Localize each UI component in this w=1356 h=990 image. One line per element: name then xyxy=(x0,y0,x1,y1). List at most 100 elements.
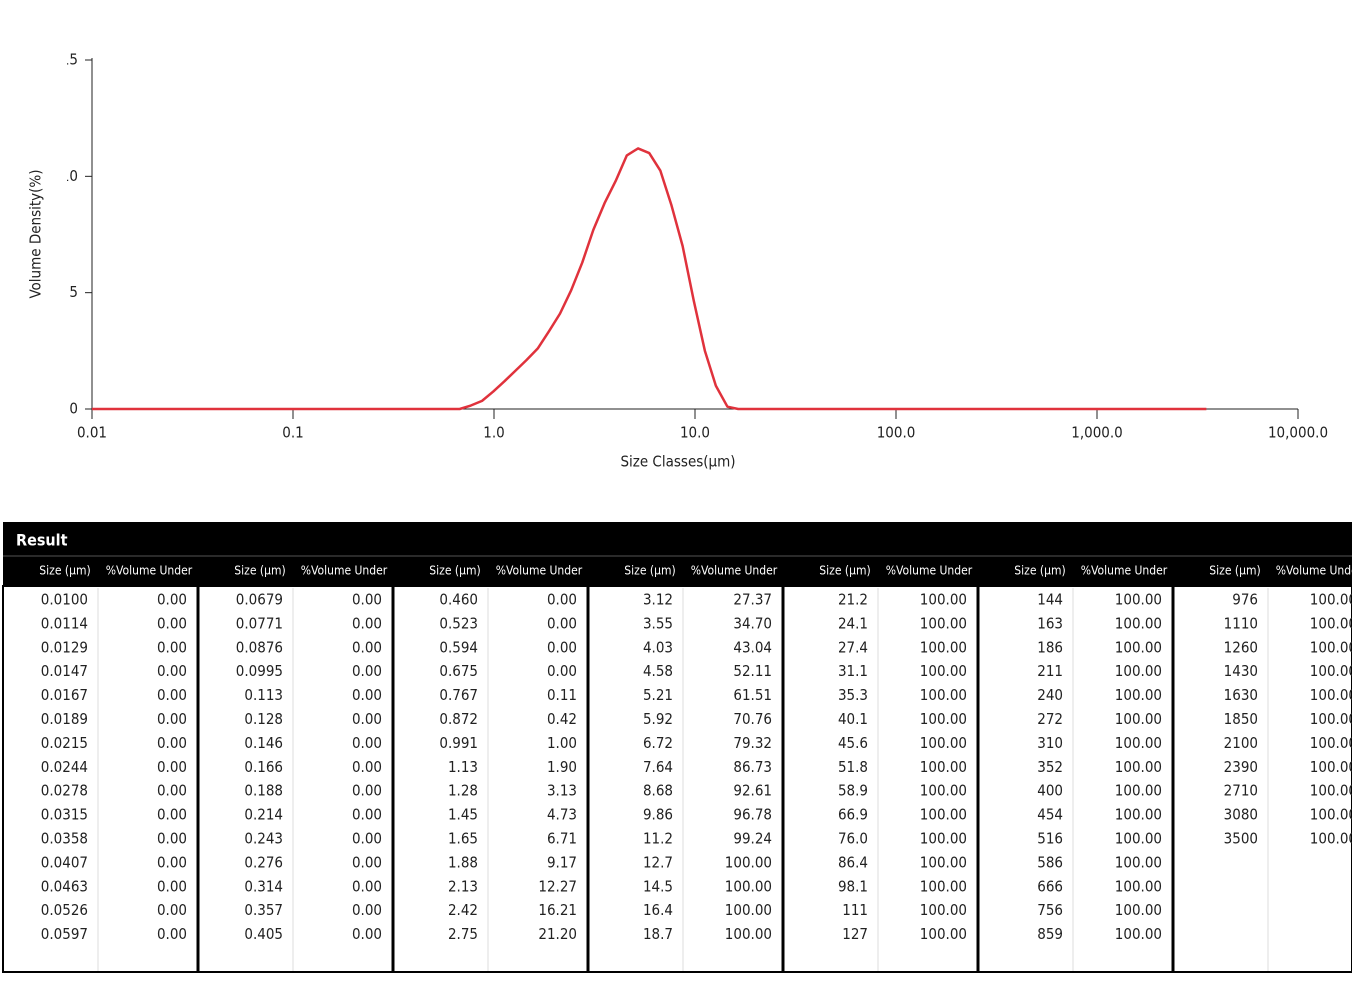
value-cell: 0.00 xyxy=(547,614,577,632)
size-cell: 516 xyxy=(1037,830,1063,848)
value-cell: 100.00 xyxy=(920,758,967,776)
size-cell: 0.991 xyxy=(439,734,478,752)
size-cell: 0.276 xyxy=(244,853,283,871)
value-cell: 100.00 xyxy=(1310,686,1356,704)
size-cell: 3500 xyxy=(1224,830,1258,848)
size-header: Size (μm) xyxy=(234,564,285,578)
size-cell: 310 xyxy=(1037,734,1063,752)
value-cell: 79.32 xyxy=(733,734,772,752)
value-cell: 0.00 xyxy=(352,614,382,632)
size-cell: 1.13 xyxy=(448,758,478,776)
value-cell: 100.00 xyxy=(1310,758,1356,776)
size-cell: 0.675 xyxy=(439,662,478,680)
size-cell: 9.86 xyxy=(643,806,673,824)
size-cell: 18.7 xyxy=(643,925,673,943)
size-cell: 0.0463 xyxy=(41,877,88,895)
size-cell: 0.872 xyxy=(439,710,478,728)
value-cell: 100.00 xyxy=(1115,758,1162,776)
size-cell: 0.0189 xyxy=(41,710,88,728)
value-cell: 100.00 xyxy=(920,710,967,728)
size-cell: 40.1 xyxy=(838,710,868,728)
value-cell: 0.11 xyxy=(547,686,577,704)
size-cell: 6.72 xyxy=(643,734,673,752)
value-cell: 0.00 xyxy=(157,925,187,943)
value-cell: 100.00 xyxy=(1115,734,1162,752)
size-header: Size (μm) xyxy=(39,564,90,578)
size-cell: 0.0526 xyxy=(41,901,88,919)
value-cell: 100.00 xyxy=(920,686,967,704)
y-tick-label: 10 xyxy=(61,167,78,185)
value-cell: 100.00 xyxy=(1115,901,1162,919)
value-cell: 100.00 xyxy=(920,782,967,800)
value-cell: 92.61 xyxy=(733,782,772,800)
size-cell: 0.0167 xyxy=(41,686,88,704)
value-cell: 100.00 xyxy=(920,734,967,752)
size-cell: 0.0215 xyxy=(41,734,88,752)
value-cell: 0.00 xyxy=(352,901,382,919)
value-cell: 0.00 xyxy=(157,782,187,800)
value-cell: 0.42 xyxy=(547,710,577,728)
x-tick-label: 1,000.0 xyxy=(1071,424,1123,442)
value-cell: 0.00 xyxy=(157,806,187,824)
size-cell: 127 xyxy=(842,925,868,943)
size-cell: 0.0597 xyxy=(41,925,88,943)
value-cell: 0.00 xyxy=(157,734,187,752)
size-cell: 21.2 xyxy=(838,591,868,609)
y-tick-label: 0 xyxy=(69,400,78,418)
x-tick-label: 10.0 xyxy=(680,424,710,442)
size-header: Size (μm) xyxy=(1209,564,1260,578)
value-cell: 0.00 xyxy=(352,830,382,848)
value-cell: 61.51 xyxy=(733,686,772,704)
size-cell: 1.45 xyxy=(448,806,478,824)
size-cell: 27.4 xyxy=(838,638,868,656)
size-cell: 2.42 xyxy=(448,901,478,919)
value-cell: 100.00 xyxy=(1115,830,1162,848)
size-cell: 1.88 xyxy=(448,853,478,871)
size-cell: 1630 xyxy=(1224,686,1258,704)
size-cell: 0.0244 xyxy=(41,758,88,776)
value-header: %Volume Under xyxy=(106,564,193,578)
value-header: %Volume Under xyxy=(1081,564,1168,578)
size-cell: 0.594 xyxy=(439,638,478,656)
size-cell: 5.21 xyxy=(643,686,673,704)
size-cell: 4.58 xyxy=(643,662,673,680)
value-cell: 100.00 xyxy=(920,901,967,919)
size-cell: 666 xyxy=(1037,877,1063,895)
size-cell: 163 xyxy=(1037,614,1063,632)
value-cell: 100.00 xyxy=(1115,638,1162,656)
size-cell: 0.0100 xyxy=(41,591,88,609)
size-header: Size (μm) xyxy=(819,564,870,578)
value-cell: 16.21 xyxy=(538,901,577,919)
size-cell: 272 xyxy=(1037,710,1063,728)
value-cell: 1.00 xyxy=(547,734,577,752)
size-header: Size (μm) xyxy=(1014,564,1065,578)
size-cell: 11.2 xyxy=(643,830,673,848)
value-cell: 100.00 xyxy=(920,925,967,943)
x-axis-label: Size Classes(μm) xyxy=(620,453,735,471)
table-body xyxy=(2,585,1352,973)
size-cell: 111 xyxy=(842,901,868,919)
value-cell: 100.00 xyxy=(920,830,967,848)
value-cell: 0.00 xyxy=(352,925,382,943)
size-cell: 2.75 xyxy=(448,925,478,943)
value-cell: 100.00 xyxy=(725,925,772,943)
size-cell: 3.55 xyxy=(643,614,673,632)
value-cell: 4.73 xyxy=(547,806,577,824)
value-cell: 100.00 xyxy=(1310,830,1356,848)
size-cell: 0.214 xyxy=(244,806,283,824)
size-cell: 1260 xyxy=(1224,638,1258,656)
size-cell: 454 xyxy=(1037,806,1063,824)
value-cell: 34.70 xyxy=(733,614,772,632)
value-cell: 0.00 xyxy=(157,710,187,728)
x-tick-label: 0.01 xyxy=(77,424,107,442)
size-cell: 58.9 xyxy=(838,782,868,800)
size-cell: 12.7 xyxy=(643,853,673,871)
value-cell: 100.00 xyxy=(725,901,772,919)
size-cell: 3080 xyxy=(1224,806,1258,824)
size-cell: 0.146 xyxy=(244,734,283,752)
size-header: Size (μm) xyxy=(429,564,480,578)
size-cell: 0.243 xyxy=(244,830,283,848)
size-cell: 0.0315 xyxy=(41,806,88,824)
size-cell: 586 xyxy=(1037,853,1063,871)
